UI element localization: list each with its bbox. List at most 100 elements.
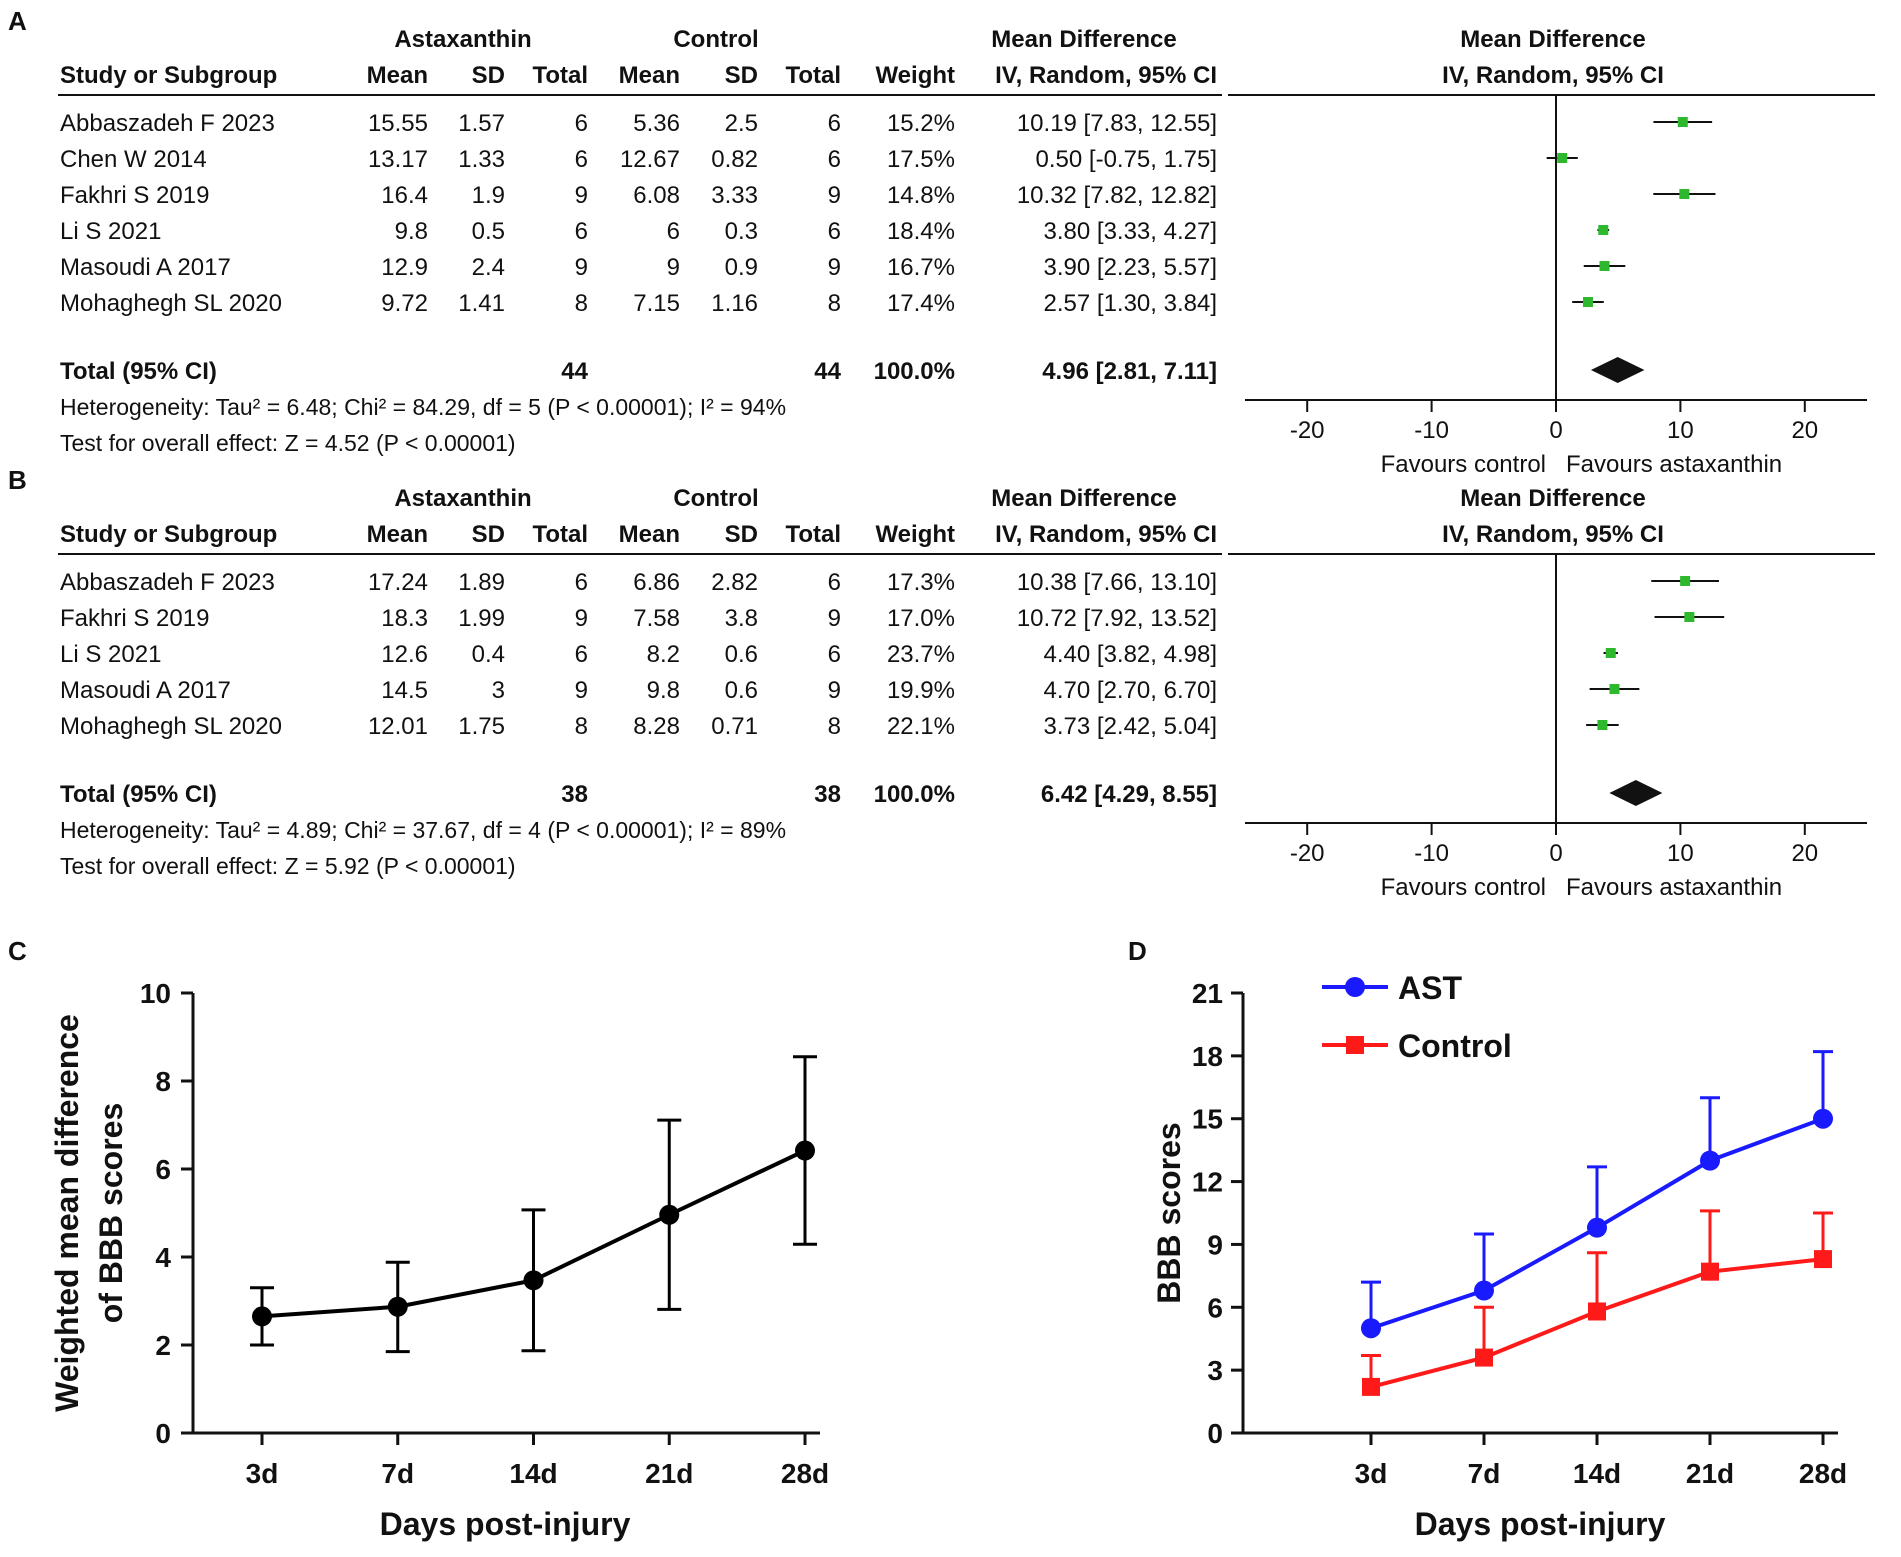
favours-right-label: Favours astaxanthin [1566,874,1782,901]
table-cell: 3.8 [725,605,758,632]
md-title: Mean Difference [991,485,1176,512]
data-point-control [1814,1250,1832,1269]
column-header: Total [532,62,588,89]
column-header: Total [785,62,841,89]
table-cell: Li S 2021 [60,218,161,245]
panel-label-c: C [8,936,27,966]
x-axis-title: Days post-injury [380,1506,631,1542]
table-cell: 1.33 [458,146,505,173]
table-cell: 1.99 [458,605,505,632]
table-cell: 3.90 [2.23, 5.57] [1044,254,1217,281]
column-header: SD [472,521,505,548]
table-cell: 6 [828,641,841,668]
y-tick-label: 21 [1192,978,1223,1009]
x-tick-label: 20 [1791,840,1818,867]
heterogeneity-text: Heterogeneity: Tau² = 6.48; Chi² = 84.29… [60,394,786,420]
plot-md-title: Mean Difference [1460,26,1645,53]
table-cell: 8 [575,290,588,317]
legend-label-ast: AST [1398,970,1462,1006]
table-cell: 9 [575,182,588,209]
group2-title: Control [673,26,758,53]
table-cell: 6 [667,218,680,245]
table-cell: 1.57 [458,110,505,137]
data-point-control [1588,1302,1606,1321]
effect-square [1597,720,1608,730]
column-header: Mean [619,521,680,548]
x-tick-label: -20 [1290,840,1325,867]
pooled-diamond [1609,780,1663,806]
effect-square [1609,684,1620,694]
table-cell: 6 [828,218,841,245]
y-tick-label: 0 [1207,1418,1223,1449]
total-n1: 38 [561,781,588,808]
table-cell: 9.8 [647,677,680,704]
x-tick-label: 3d [1355,1458,1388,1489]
column-header: Total [785,521,841,548]
table-cell: 0.6 [725,677,758,704]
plot-md-subtitle: IV, Random, 95% CI [1442,521,1664,548]
y-axis-title: BBB scores [1151,1122,1187,1303]
table-cell: 18.4% [887,218,955,245]
table-cell: 2.5 [725,110,758,137]
x-tick-label: 7d [1468,1458,1501,1489]
table-cell: 5.36 [633,110,680,137]
table-cell: 3.33 [711,182,758,209]
favours-left-label: Favours control [1381,874,1546,901]
column-header: IV, Random, 95% CI [995,62,1217,89]
heterogeneity-text: Heterogeneity: Tau² = 4.89; Chi² = 37.67… [60,817,786,843]
table-cell: 14.5 [381,677,428,704]
total-n2: 44 [814,358,841,385]
legend-label-control: Control [1398,1028,1512,1064]
x-tick-label: 10 [1667,840,1694,867]
table-cell: 1.41 [458,290,505,317]
data-point-ast [1700,1150,1720,1171]
table-cell: 0.6 [725,641,758,668]
table-cell: 6 [575,569,588,596]
table-cell: 10.32 [7.82, 12.82] [1017,182,1217,209]
table-cell: 2.82 [711,569,758,596]
table-cell: Abbaszadeh F 2023 [60,110,275,137]
table-cell: 6 [575,146,588,173]
x-tick-label: 0 [1549,840,1562,867]
table-cell: Masoudi A 2017 [60,254,231,281]
y-tick-label: 9 [1207,1229,1223,1260]
column-header: SD [725,62,758,89]
table-cell: 1.75 [458,713,505,740]
total-ci: 6.42 [4.29, 8.55] [1041,781,1217,808]
x-tick-label: 14d [1573,1458,1621,1489]
y-axis-title-line1: Weighted mean difference [49,1014,85,1412]
panel-label-d: D [1128,936,1147,966]
y-tick-label: 15 [1192,1104,1223,1135]
data-point-control [1362,1377,1380,1396]
table-cell: 1.16 [711,290,758,317]
table-cell: 23.7% [887,641,955,668]
overall-effect-text: Test for overall effect: Z = 5.92 (P < 0… [60,853,516,879]
table-cell: Fakhri S 2019 [60,605,209,632]
table-cell: 8 [828,713,841,740]
table-cell: Mohaghegh SL 2020 [60,713,282,740]
x-tick-label: 7d [381,1458,414,1489]
column-header: Weight [875,62,955,89]
table-cell: 10.19 [7.83, 12.55] [1017,110,1217,137]
column-header: Mean [619,62,680,89]
table-cell: 3.80 [3.33, 4.27] [1044,218,1217,245]
table-cell: 17.3% [887,569,955,596]
y-tick-label: 6 [1207,1292,1223,1323]
y-tick-label: 8 [155,1066,171,1097]
table-cell: Chen W 2014 [60,146,207,173]
total-label: Total (95% CI) [60,358,217,385]
plot-md-subtitle: IV, Random, 95% CI [1442,62,1664,89]
x-tick-label: 10 [1667,417,1694,444]
table-cell: 16.7% [887,254,955,281]
effect-square [1684,612,1695,622]
table-cell: 17.4% [887,290,955,317]
table-cell: Li S 2021 [60,641,161,668]
table-cell: 17.24 [368,569,428,596]
x-tick-label: -10 [1414,840,1449,867]
table-cell: 9 [575,677,588,704]
legend-marker-ast [1345,977,1365,997]
table-cell: 12.67 [620,146,680,173]
table-cell: Masoudi A 2017 [60,677,231,704]
table-cell: 7.58 [633,605,680,632]
x-tick-label: 0 [1549,417,1562,444]
